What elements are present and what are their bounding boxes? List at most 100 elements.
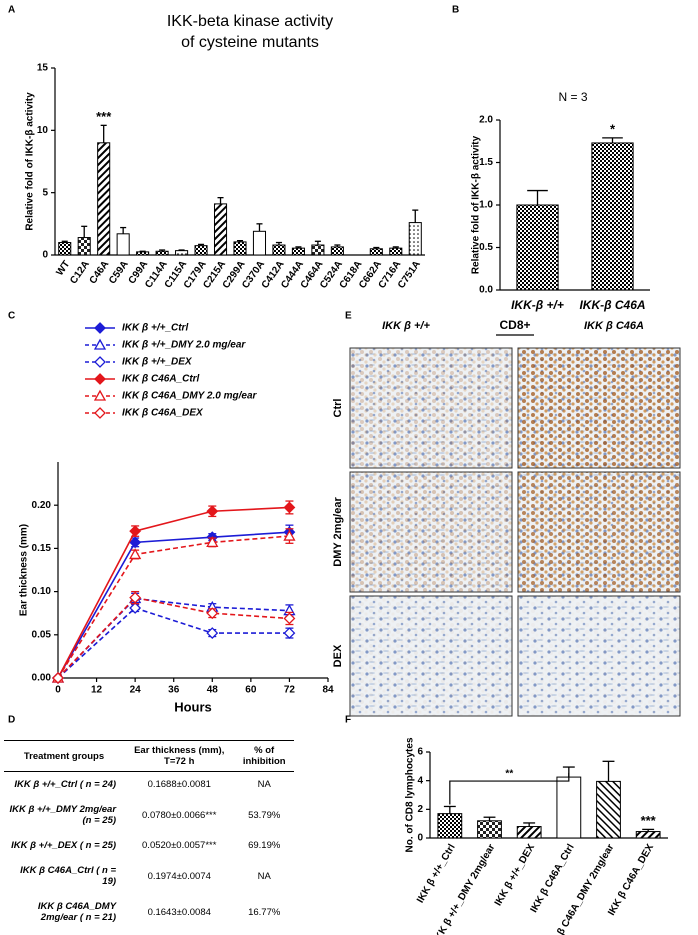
legend-label: IKK β +/+_Ctrl — [122, 323, 188, 334]
bar — [194, 245, 208, 256]
bar — [311, 244, 325, 256]
table-cell: IKK β +/+_DEX ( n = 25) — [11, 840, 117, 851]
y-axis-label: No. of CD8 lymphocytes — [405, 737, 416, 852]
y-tick-label: 0.20 — [32, 500, 52, 511]
x-tick-label: WT — [54, 259, 72, 278]
x-tick-label: IKK β C46A_DMY 2mg/ear — [545, 842, 616, 935]
table-cell: 0.0520±0.0057*** — [142, 840, 217, 851]
bar — [596, 780, 621, 839]
table-cell: IKK β C46A_DEX ( n = 18) — [4, 930, 125, 935]
series-line — [57, 597, 290, 679]
y-tick-label: 0 — [42, 250, 48, 261]
table-cell: IKK β C46A_DMY 2mg/ear ( n = 21) — [37, 901, 117, 923]
y-tick-label: 4 — [417, 775, 423, 786]
x-tick-label: IKK β +/+_DEX — [493, 842, 537, 908]
row-label: DMY 2mg/ear — [332, 497, 344, 567]
table-cell: 16.77% — [248, 906, 281, 918]
legend-marker — [94, 407, 106, 419]
table-row: IKK β C46A_DEX ( n = 18)0.06889±0.0070##… — [4, 930, 294, 935]
bar — [369, 248, 383, 256]
y-tick-label: 10 — [37, 125, 49, 136]
bar — [136, 251, 150, 256]
series-line — [57, 535, 290, 679]
chart-title: IKK-beta kinase activity — [167, 13, 333, 30]
table-cell: IKK β +/+_Ctrl ( n = 24) — [14, 779, 117, 790]
y-tick-label: 0.0 — [479, 285, 493, 296]
micrograph-stain — [518, 348, 680, 468]
legend-label: IKK β C46A_DMY 2.0 mg/ear — [122, 391, 258, 402]
bar — [213, 203, 228, 256]
legend-label: IKK β +/+_DMY 2.0 mg/ear — [122, 340, 246, 351]
micrograph-frame — [517, 347, 681, 469]
header-cell: Ear thickness (mm), T=72 h — [124, 740, 235, 772]
marker — [283, 627, 296, 639]
table-cell: 53.79% — [248, 809, 281, 821]
x-tick-label: 48 — [207, 685, 219, 696]
x-tick-label: 0 — [55, 685, 61, 696]
bar — [252, 230, 267, 256]
bar — [58, 242, 72, 256]
bar — [233, 241, 247, 256]
bar — [175, 250, 189, 256]
marker — [206, 607, 219, 620]
table-cell: 69.19% — [248, 840, 281, 851]
bar — [556, 776, 582, 839]
y-tick-label: 5 — [42, 187, 48, 198]
micrograph-frame — [349, 595, 513, 717]
y-tick-label: 2.0 — [479, 115, 493, 126]
column-label: IKK β C46A — [584, 320, 644, 332]
panel-letter: B — [452, 5, 459, 16]
x-tick-label: C59A — [107, 259, 131, 286]
bar — [437, 813, 463, 839]
table: Treatment groups Ear thickness (mm), T=72… — [4, 740, 294, 935]
y-tick-label: 0 — [417, 833, 423, 844]
table-cell: IKK β C46A_Ctrl ( n = 19) — [20, 865, 117, 887]
y-tick-label: 1.0 — [479, 200, 493, 211]
micrograph-stain — [518, 472, 680, 592]
results-table: Treatment groups Ear thickness (mm), T=72… — [4, 740, 294, 935]
panel-letter: C — [8, 311, 15, 322]
marker — [206, 627, 219, 639]
legend-marker — [94, 373, 106, 385]
x-tick-label: 60 — [245, 685, 257, 696]
bar — [77, 237, 91, 256]
table-row: IKK β C46A_Ctrl ( n = 19) 0.1974±0.0074 NA — [4, 858, 294, 894]
x-tick-label: 72 — [284, 685, 296, 696]
y-tick-label: 2 — [417, 804, 423, 815]
table-cell: 65.15% — [234, 930, 294, 935]
y-tick-label: 0.15 — [32, 543, 52, 554]
row-label: DEX — [332, 644, 344, 667]
x-tick-label: 36 — [168, 685, 180, 696]
marker — [129, 548, 142, 560]
x-tick-label: IKK β C46A_DEX — [606, 842, 656, 918]
bar — [516, 204, 559, 291]
series-line — [57, 596, 290, 679]
table-cell: 0.1974±0.0074 — [147, 870, 211, 882]
marker — [129, 602, 142, 614]
stain-label: CD8+ — [499, 318, 530, 332]
bar — [477, 820, 502, 839]
micrograph-frame — [517, 471, 681, 593]
x-tick-label: C46A — [88, 259, 112, 286]
x-tick-label: IKK β +/+_Ctrl — [415, 842, 458, 905]
legend-marker — [93, 389, 107, 401]
x-tick-label: IKK-β C46A — [579, 298, 645, 312]
marker — [283, 612, 296, 625]
x-tick-label: IKK β C46A_Ctrl — [529, 842, 577, 915]
bar — [116, 233, 130, 256]
y-tick-label: 0.5 — [479, 242, 493, 253]
y-axis-label: Relative fold of IKK-β activity — [25, 92, 36, 231]
legend-label: IKK β +/+_DEX — [122, 357, 193, 368]
marker — [129, 525, 142, 538]
y-tick-label: 0.05 — [32, 629, 52, 640]
panel-letter: D — [8, 715, 15, 726]
header-cell: Treatment groups — [4, 740, 125, 772]
panel-letter: A — [8, 5, 15, 16]
x-tick-label: C12A — [68, 259, 92, 286]
bar — [635, 831, 661, 839]
y-tick-label: 1.5 — [479, 157, 493, 168]
table-cell: 0.0780±0.0066*** — [142, 809, 217, 821]
y-tick-label: 0.00 — [32, 673, 52, 684]
micrograph-stain — [350, 596, 512, 716]
